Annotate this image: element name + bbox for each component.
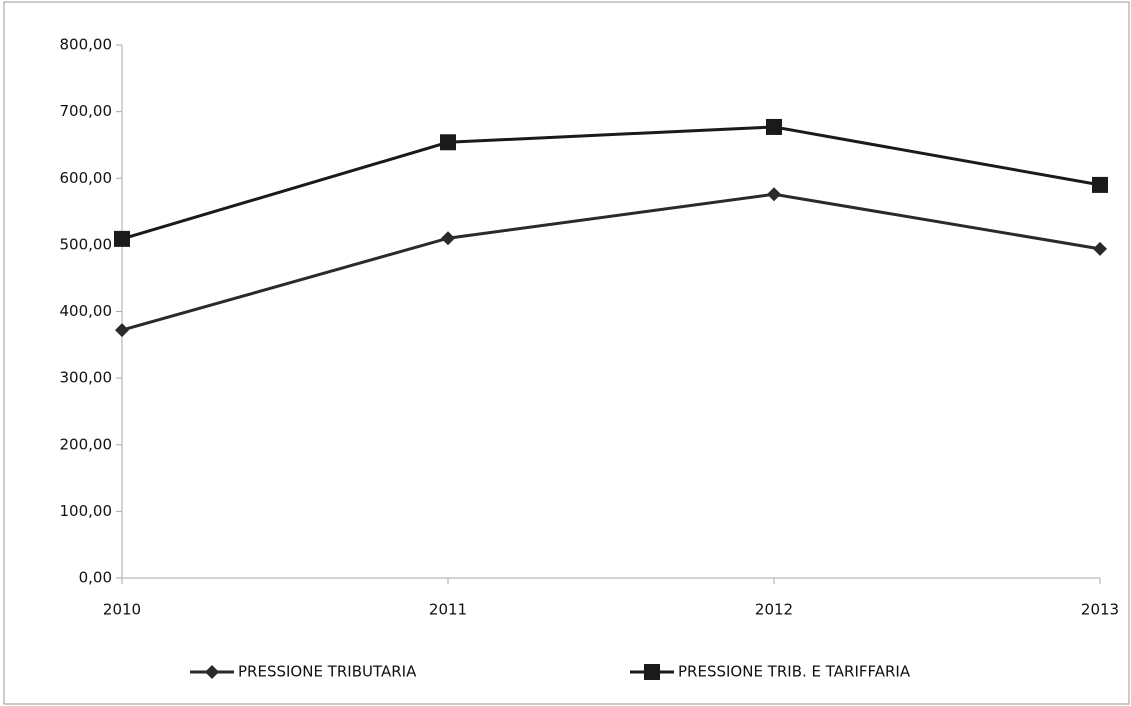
- y-tick-label: 500,00: [60, 235, 113, 253]
- series-line: [121, 192, 1101, 332]
- x-tick-label: 2011: [429, 601, 467, 619]
- marker: [440, 134, 456, 151]
- marker: [1093, 241, 1107, 256]
- y-tick-label: 700,00: [60, 102, 113, 120]
- x-tick-label: 2012: [755, 601, 793, 619]
- marker: [1092, 176, 1108, 193]
- marker: [441, 231, 455, 246]
- y-tick-label: 0,00: [79, 569, 112, 587]
- x-tick-label: 2013: [1081, 601, 1119, 619]
- chart-border: [3, 1, 1130, 705]
- marker: [115, 323, 129, 338]
- y-tick-label: 600,00: [60, 169, 113, 187]
- marker: [114, 230, 130, 247]
- marker: [766, 118, 782, 135]
- y-tick-label: 400,00: [60, 302, 113, 320]
- marker: [767, 187, 781, 202]
- marker: [205, 665, 219, 679]
- x-tick-label: 2010: [103, 601, 141, 619]
- legend-label: PRESSIONE TRIBUTARIA: [238, 663, 417, 681]
- y-tick-label: 300,00: [60, 369, 113, 387]
- y-tick-label: 800,00: [60, 36, 113, 54]
- series-line: [121, 125, 1101, 241]
- y-tick-label: 100,00: [60, 502, 113, 520]
- legend-label: PRESSIONE TRIB. E TARIFFARIA: [678, 663, 911, 681]
- y-tick-label: 200,00: [60, 435, 113, 453]
- marker: [644, 664, 660, 680]
